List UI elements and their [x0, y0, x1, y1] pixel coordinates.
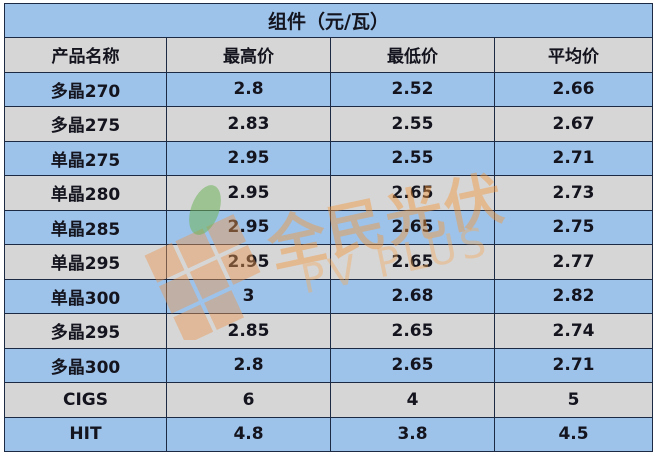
table-row: 多晶275 2.83 2.55 2.67 — [4, 106, 654, 142]
avg-price-cell: 2.75 — [493, 209, 654, 245]
max-price-cell: 2.95 — [166, 209, 331, 245]
product-name-cell: CIGS — [4, 382, 167, 418]
product-name-cell: 单晶300 — [4, 278, 167, 314]
max-price-cell: 6 — [166, 382, 331, 418]
max-price-cell: 2.85 — [166, 313, 331, 349]
min-price-cell: 4 — [330, 382, 495, 418]
title-row: 组件（元/瓦） — [3, 3, 654, 38]
product-name-cell: 单晶285 — [4, 209, 167, 245]
table-row: 多晶270 2.8 2.52 2.66 — [4, 71, 654, 107]
min-price-cell: 2.65 — [330, 175, 495, 211]
max-price-cell: 4.8 — [166, 416, 331, 452]
table-row: 单晶295 2.95 2.65 2.77 — [4, 244, 654, 280]
product-name-cell: 多晶270 — [4, 71, 167, 107]
product-name-cell: HIT — [4, 416, 167, 452]
table-row: 多晶295 2.85 2.65 2.74 — [4, 313, 654, 349]
min-price-cell: 2.52 — [330, 71, 495, 107]
table-row: CIGS 6 4 5 — [4, 382, 654, 418]
product-name-cell: 单晶295 — [4, 244, 167, 280]
min-price-cell: 3.8 — [330, 416, 495, 452]
table-row: 单晶280 2.95 2.65 2.73 — [4, 175, 654, 211]
min-price-cell: 2.65 — [330, 313, 495, 349]
product-name-cell: 单晶275 — [4, 140, 167, 176]
avg-price-cell: 2.82 — [493, 278, 654, 314]
table-row: 多晶300 2.8 2.65 2.71 — [4, 347, 654, 383]
header-row: 产品名称 最高价 最低价 平均价 — [4, 37, 654, 73]
avg-price-cell: 4.5 — [493, 416, 654, 452]
max-price-cell: 2.8 — [166, 347, 331, 383]
avg-price-cell: 2.74 — [493, 313, 654, 349]
table-title: 组件（元/瓦） — [3, 3, 654, 38]
min-price-cell: 2.65 — [330, 347, 495, 383]
column-header: 最高价 — [166, 37, 331, 73]
max-price-cell: 2.8 — [166, 71, 331, 107]
table-row: 单晶275 2.95 2.55 2.71 — [4, 140, 654, 176]
max-price-cell: 2.95 — [166, 175, 331, 211]
max-price-cell: 3 — [166, 278, 331, 314]
max-price-cell: 2.95 — [166, 244, 331, 280]
min-price-cell: 2.65 — [330, 244, 495, 280]
column-header: 最低价 — [330, 37, 495, 73]
avg-price-cell: 5 — [493, 382, 654, 418]
product-name-cell: 多晶275 — [4, 106, 167, 142]
column-header: 平均价 — [493, 37, 654, 73]
min-price-cell: 2.55 — [330, 140, 495, 176]
max-price-cell: 2.83 — [166, 106, 331, 142]
table-row: HIT 4.8 3.8 4.5 — [4, 416, 654, 452]
min-price-cell: 2.68 — [330, 278, 495, 314]
avg-price-cell: 2.77 — [493, 244, 654, 280]
avg-price-cell: 2.67 — [493, 106, 654, 142]
product-name-cell: 单晶280 — [4, 175, 167, 211]
column-header: 产品名称 — [4, 37, 167, 73]
table-row: 单晶300 3 2.68 2.82 — [4, 278, 654, 314]
price-table: 组件（元/瓦） 产品名称 最高价 最低价 平均价 多晶270 2.8 2.52 2.6… — [3, 3, 654, 452]
product-name-cell: 多晶295 — [4, 313, 167, 349]
avg-price-cell: 2.66 — [493, 71, 654, 107]
avg-price-cell: 2.73 — [493, 175, 654, 211]
product-name-cell: 多晶300 — [4, 347, 167, 383]
max-price-cell: 2.95 — [166, 140, 331, 176]
table-row: 单晶285 2.95 2.65 2.75 — [4, 209, 654, 245]
avg-price-cell: 2.71 — [493, 140, 654, 176]
avg-price-cell: 2.71 — [493, 347, 654, 383]
min-price-cell: 2.55 — [330, 106, 495, 142]
min-price-cell: 2.65 — [330, 209, 495, 245]
